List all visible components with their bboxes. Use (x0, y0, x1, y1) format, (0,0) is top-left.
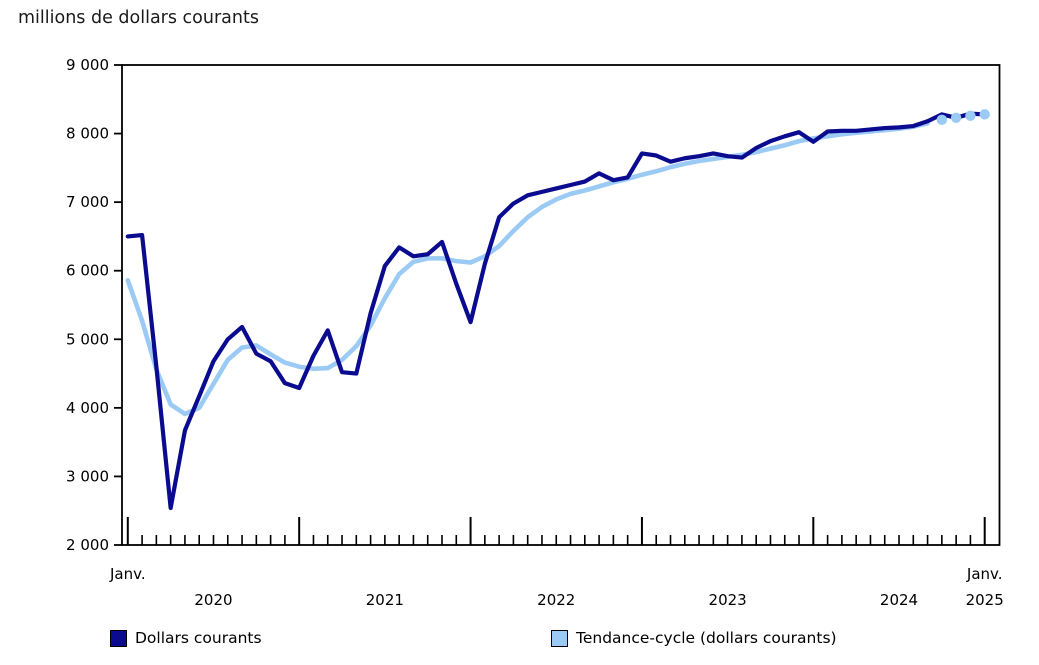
x-axis-year-label: 2024 (880, 591, 918, 609)
y-axis-label: 8 000 (66, 125, 109, 143)
y-axis-label: 7 000 (66, 193, 109, 211)
x-axis-year-label: 2025 (966, 591, 1004, 609)
x-axis-year-label: 2023 (709, 591, 747, 609)
y-axis-label: 2 000 (66, 536, 109, 554)
chart-legend: Dollars courants Tendance-cycle (dollars… (0, 629, 1039, 653)
legend-swatch-tendance-cycle (551, 629, 568, 647)
dollars-courants-line (125, 111, 987, 511)
x-axis-year-label: 2020 (194, 591, 232, 609)
tendance-cycle-end-marker (979, 109, 990, 120)
legend-label-tendance-cycle: Tendance-cycle (dollars courants) (576, 629, 837, 647)
x-axis-year-label: 2022 (537, 591, 575, 609)
legend-item-tendance-cycle: Tendance-cycle (dollars courants) (551, 629, 837, 647)
x-axis-janv-right-label: Janv. (966, 565, 1003, 583)
tendance-cycle-end-marker (950, 112, 962, 124)
x-axis-year-label: 2021 (366, 591, 404, 609)
y-axis-label: 5 000 (66, 330, 109, 348)
tendance-cycle-line (125, 120, 930, 417)
chart-title: millions de dollars courants (18, 8, 259, 28)
tendance-cycle-end-marker (936, 114, 948, 126)
y-axis-label: 9 000 (66, 56, 109, 74)
y-axis-label: 6 000 (66, 262, 109, 280)
plot-border (121, 64, 1001, 546)
legend-swatch-dollars-courants (110, 629, 127, 647)
tendance-cycle-end-marker (965, 110, 976, 121)
x-axis-janv-left-label: Janv. (109, 565, 146, 583)
legend-item-dollars-courants: Dollars courants (110, 629, 262, 647)
legend-label-dollars-courants: Dollars courants (135, 629, 262, 647)
y-axis-label: 3 000 (66, 467, 109, 485)
y-axis-label: 4 000 (66, 399, 109, 417)
